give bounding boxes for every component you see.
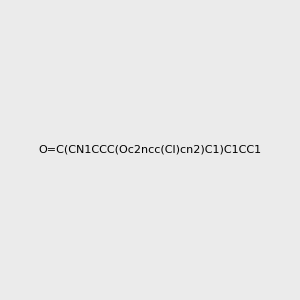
Text: O=C(CN1CCC(Oc2ncc(Cl)cn2)C1)C1CC1: O=C(CN1CCC(Oc2ncc(Cl)cn2)C1)C1CC1 <box>38 145 262 155</box>
